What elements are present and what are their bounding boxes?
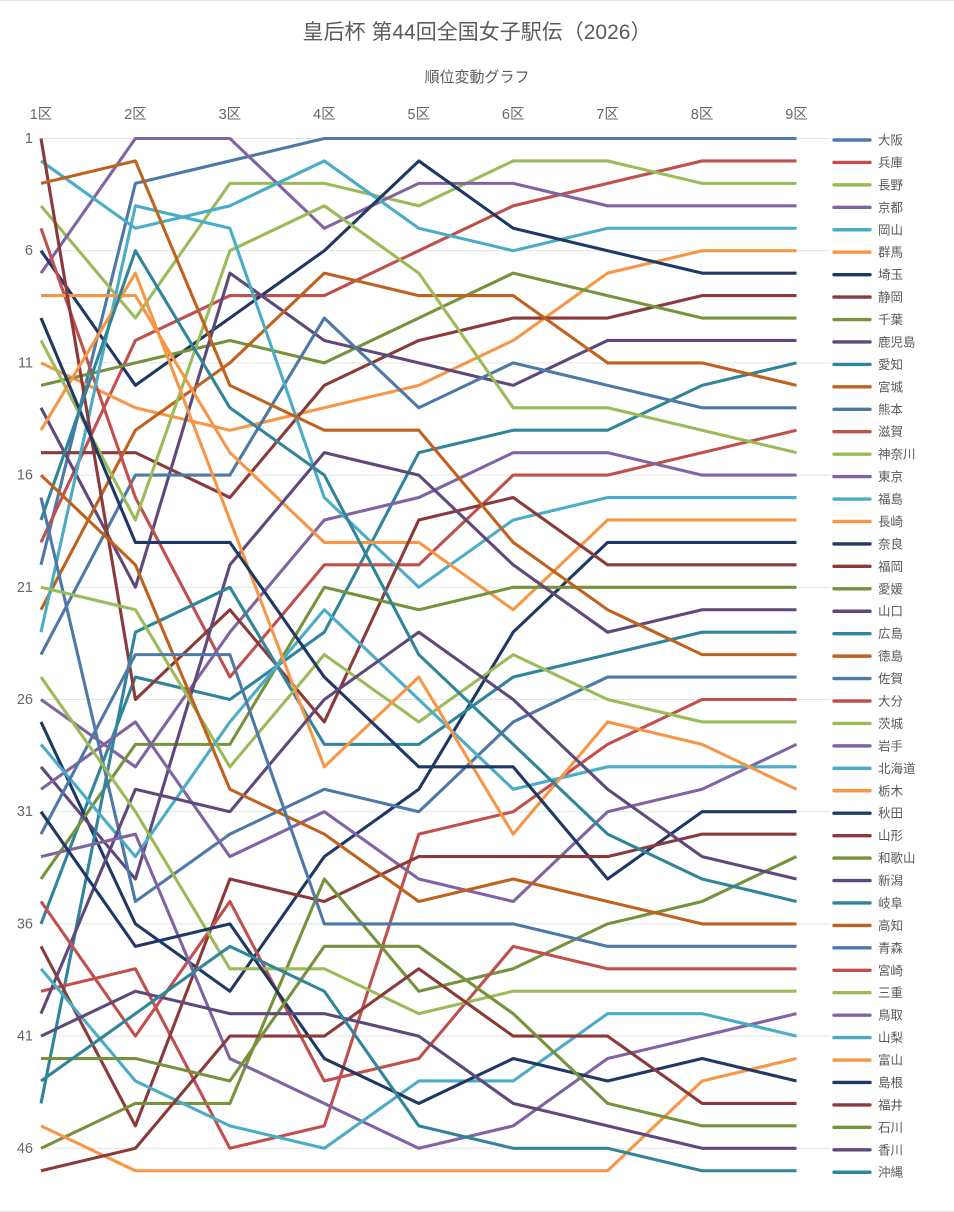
svg-text:9区: 9区 xyxy=(785,107,808,123)
svg-text:福島: 福島 xyxy=(878,492,903,507)
svg-text:岐阜: 岐阜 xyxy=(878,895,903,910)
svg-text:長崎: 長崎 xyxy=(878,515,904,529)
svg-text:宮城: 宮城 xyxy=(878,379,904,394)
svg-text:岩手: 岩手 xyxy=(878,738,903,753)
svg-text:秋田: 秋田 xyxy=(878,807,903,821)
svg-text:31: 31 xyxy=(17,804,33,820)
svg-text:41: 41 xyxy=(17,1029,33,1045)
svg-text:新潟: 新潟 xyxy=(878,873,903,888)
svg-text:長野: 長野 xyxy=(878,178,904,192)
svg-text:46: 46 xyxy=(17,1141,33,1157)
svg-text:山口: 山口 xyxy=(878,605,903,619)
svg-text:石川: 石川 xyxy=(878,1121,903,1135)
svg-text:大分: 大分 xyxy=(878,695,903,709)
svg-text:4区: 4区 xyxy=(313,107,336,123)
svg-text:大阪: 大阪 xyxy=(878,134,904,148)
svg-text:鳥取: 鳥取 xyxy=(878,1008,904,1023)
svg-text:熊本: 熊本 xyxy=(878,402,904,417)
svg-text:7区: 7区 xyxy=(596,107,619,123)
svg-text:山梨: 山梨 xyxy=(878,1031,904,1045)
svg-text:愛媛: 愛媛 xyxy=(878,582,904,596)
svg-text:富山: 富山 xyxy=(878,1053,903,1068)
svg-text:高知: 高知 xyxy=(878,918,903,933)
svg-text:滋賀: 滋賀 xyxy=(878,424,903,439)
svg-text:11: 11 xyxy=(18,355,33,371)
svg-text:群馬: 群馬 xyxy=(878,246,903,260)
svg-text:沖縄: 沖縄 xyxy=(878,1165,904,1180)
svg-text:1区: 1区 xyxy=(30,107,53,123)
svg-text:香川: 香川 xyxy=(878,1143,903,1157)
svg-text:8区: 8区 xyxy=(691,107,714,123)
svg-text:福岡: 福岡 xyxy=(878,559,903,574)
svg-text:愛知: 愛知 xyxy=(878,358,903,372)
svg-text:神奈川: 神奈川 xyxy=(878,448,916,462)
svg-text:東京: 東京 xyxy=(878,470,903,484)
svg-text:5区: 5区 xyxy=(408,107,431,123)
svg-text:栃木: 栃木 xyxy=(878,784,904,798)
svg-text:宮崎: 宮崎 xyxy=(878,963,904,978)
svg-text:徳島: 徳島 xyxy=(878,649,903,664)
svg-text:佐賀: 佐賀 xyxy=(878,672,903,686)
svg-text:北海道: 北海道 xyxy=(878,761,916,776)
svg-text:兵庫: 兵庫 xyxy=(878,156,903,170)
svg-text:静岡: 静岡 xyxy=(878,291,903,305)
svg-text:1: 1 xyxy=(25,131,33,147)
svg-text:埼玉: 埼玉 xyxy=(878,268,903,282)
svg-text:岡山: 岡山 xyxy=(878,223,903,237)
svg-text:青森: 青森 xyxy=(878,940,904,955)
svg-text:26: 26 xyxy=(17,692,33,708)
svg-text:奈良: 奈良 xyxy=(878,536,903,551)
svg-text:21: 21 xyxy=(17,580,33,596)
svg-text:福井: 福井 xyxy=(878,1097,903,1112)
svg-text:2区: 2区 xyxy=(124,107,147,123)
svg-text:京都: 京都 xyxy=(878,201,904,215)
svg-text:鹿児島: 鹿児島 xyxy=(878,334,916,349)
svg-text:山形: 山形 xyxy=(878,829,904,843)
svg-text:三重: 三重 xyxy=(878,985,903,1000)
svg-text:36: 36 xyxy=(17,916,33,932)
svg-text:16: 16 xyxy=(17,468,33,484)
svg-text:6区: 6区 xyxy=(502,107,525,123)
svg-text:島根: 島根 xyxy=(878,1075,904,1090)
svg-text:茨城: 茨城 xyxy=(878,717,904,731)
svg-text:6: 6 xyxy=(25,243,33,259)
svg-text:千葉: 千葉 xyxy=(878,313,904,327)
svg-text:和歌山: 和歌山 xyxy=(878,851,916,866)
svg-text:広島: 広島 xyxy=(878,626,903,641)
svg-text:3区: 3区 xyxy=(219,107,242,123)
